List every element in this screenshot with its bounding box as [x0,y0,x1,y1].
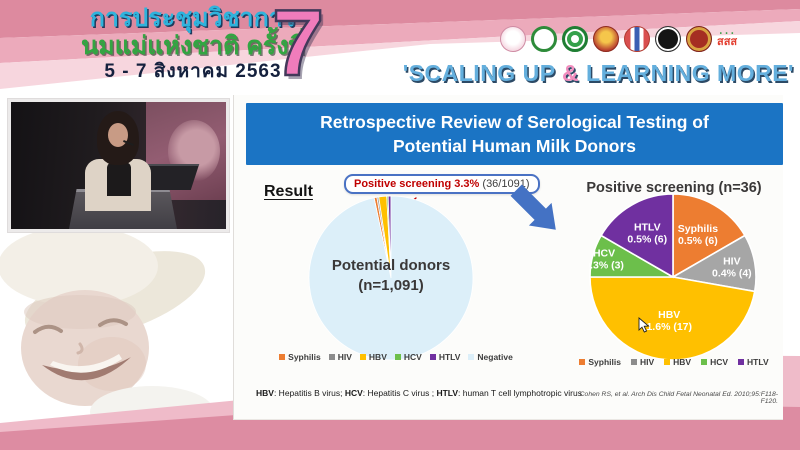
callout-highlight: Positive screening 3.3% [354,178,480,190]
royal-thai-crest-logo [593,26,619,52]
public-health-seal-logo [562,26,588,52]
potential-donors-label: Potential donors (n=1,091) [321,256,461,297]
black-society-emblem-logo [655,26,681,52]
slice-label-hiv: HIV 0.4% (4) [712,256,752,280]
pie-slice-htlv [600,193,674,279]
conference-title: การประชุมวิชาการ นมแม่แห่งชาติ ครั้งที่ … [48,4,338,82]
legend-swatch-htlv [738,359,745,365]
slice-label-syphilis: Syphilis 0.5% (6) [678,223,718,247]
slogan-close: LEARNING MORE' [579,60,794,86]
legend-item-negative: Negative [468,352,513,362]
footnote-htlv-text: : human T cell lymphotropic virus [458,388,582,398]
legend-item-hcv: HCV [394,352,422,362]
arrow-icon [510,184,556,230]
legend-label-htlv: HTLV [438,352,461,362]
footnote-hbv: HBV [256,388,274,398]
presenter-video [11,102,226,229]
thaihealth-dots: • • • [719,30,735,37]
slogan-ampersand: & [562,60,580,86]
conference-slogan: 'SCALING UP & LEARNING MORE' [403,60,794,87]
legend-item-hiv: HIV [630,357,655,367]
callout-detail: (36/1091) [479,178,530,190]
red-crest-emblem-logo [686,26,712,52]
potential-donors-label-line2: (n=1,091) [358,277,424,295]
presentation-slide: Retrospective Review of Serological Test… [233,95,783,420]
footnote-hcv-text: : Hepatitis C virus ; [362,388,437,398]
slide-title-line1: Retrospective Review of Serological Test… [320,112,709,132]
legend-item-syphilis: Syphilis [579,357,621,367]
royal-college-emblem-logo [624,26,650,52]
slogan-open: 'SCALING UP [402,60,563,86]
legend-swatch-htlv [429,354,436,360]
conference-title-line2: นมแม่แห่งชาติ ครั้งที่ [81,32,305,60]
slice-label-hcv: HCV0.3% (3) [589,248,624,272]
legend-swatch-hbv [359,354,366,360]
legend-item-hbv: HBV [664,357,691,367]
presenter-face [108,123,128,147]
slide-title-banner: Retrospective Review of Serological Test… [246,103,783,165]
legend-label-hbv: HBV [368,352,387,362]
sponsor-logo-row: • • • สสส [500,26,737,52]
mouse-cursor-icon [638,317,650,333]
legend-item-hcv: HCV [701,357,728,367]
positive-screening-callout: Positive screening 3.3% (36/1091) [344,174,540,194]
legend-item-syphilis: Syphilis [279,352,321,362]
legend-label-hcv: HCV [710,357,729,367]
legend-item-hbv: HBV [359,352,387,362]
legend-label-syphilis: Syphilis [288,352,321,362]
green-medical-seal-logo [531,26,557,52]
slice-label-hbv: HBV 1.6% (17) [646,309,692,333]
legend-swatch-syphilis [579,359,586,365]
legend-label-negative: Negative [477,352,513,362]
legend-swatch-hcv [701,359,708,365]
legend-swatch-negative [468,354,475,360]
positive-screening-pie-chart: Syphilis 0.5% (6) HIV 0.4% (4) HBV 1.6% (17) H… [589,193,757,361]
legend-label-syphilis: Syphilis [588,357,621,367]
presenter-top [107,162,131,196]
left-pie-legend: Syphilis HIV HBV HCV HTLV Negative [250,352,542,362]
slice-label-htlv: HTLV 0.5% (6) [627,221,667,245]
legend-item-hiv: HIV [328,352,352,362]
legend-swatch-syphilis [279,354,286,360]
slide-title-line2: Potential Human Milk Donors [392,136,637,156]
presenter-video-frame [8,99,229,232]
thaihealth-text: สสส [717,35,738,48]
legend-swatch-hcv [394,354,401,360]
footnote-htlv: HTLV [436,388,459,398]
conference-title-line1: การประชุมวิชาการ [89,4,297,32]
legend-label-hbv: HBV [673,357,692,367]
potential-donors-pie-chart [308,195,474,361]
pie-slice-syphilis [672,193,746,279]
legend-label-htlv: HTLV [747,357,769,367]
abbreviation-footnote: HBV: Hepatitis B virus; HCV: Hepatitis C… [256,388,582,398]
legend-swatch-hiv [328,354,335,360]
citation: Cohen RS, et al. Arch Dis Child Fetal Ne… [579,391,778,405]
mother-and-child-foundation-logo [500,26,526,52]
legend-label-hiv: HIV [337,352,352,362]
legend-item-htlv: HTLV [738,357,769,367]
edition-number: 7 [271,0,326,95]
conference-date: 5 - 7 สิงหาคม 2563 [104,61,282,82]
right-pie-legend: Syphilis HIV HBV HCV HTLV [564,357,784,367]
legend-label-hiv: HIV [639,357,655,367]
result-label: Result [264,183,313,200]
potential-donors-label-line1: Potential donors [331,257,451,274]
thaihealth-logo: • • • สสส [717,31,737,48]
positive-screening-chart-title: Positive screening (n=36) [586,180,762,196]
legend-swatch-hbv [664,359,671,365]
legend-swatch-hiv [630,359,637,365]
legend-item-htlv: HTLV [429,352,461,362]
footnote-hcv: HCV [344,388,363,398]
child-background-image [0,226,214,426]
legend-label-hcv: HCV [403,352,422,362]
footnote-hbv-text: : Hepatitis B virus; [273,388,345,398]
